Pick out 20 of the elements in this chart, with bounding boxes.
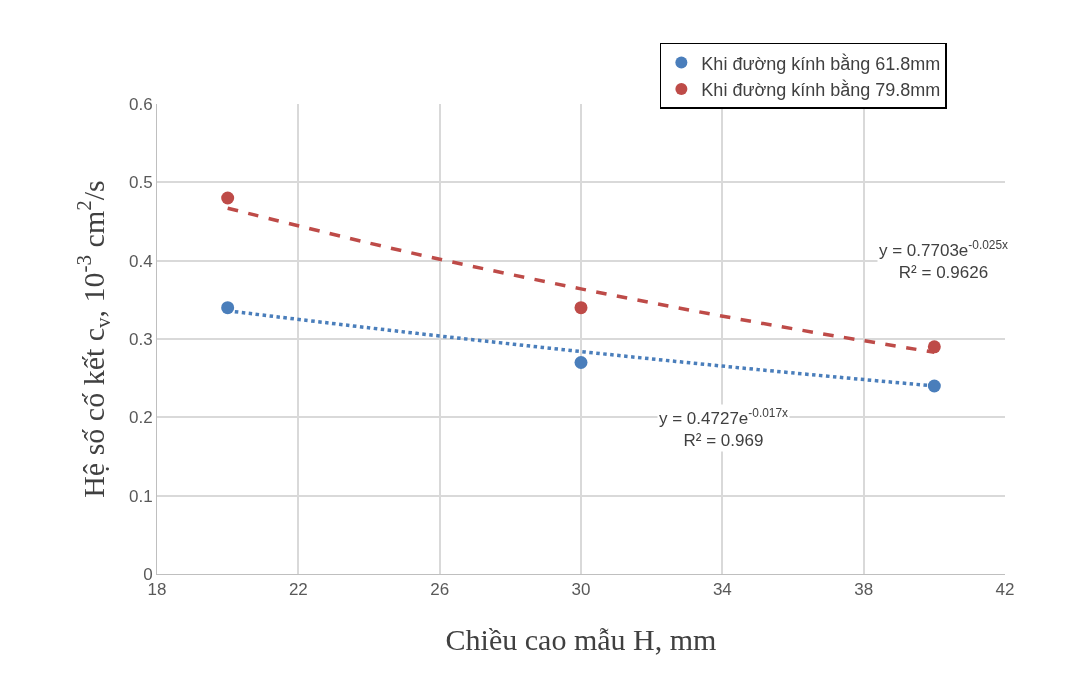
- x-tick-label: 38: [854, 580, 874, 600]
- annotation: y = 0.7703e$^{-0.025x}$ R² = 0.9626: [879, 238, 1009, 283]
- y-tick-label: 0.4: [128, 251, 153, 271]
- x-tick-label: 34: [712, 580, 732, 600]
- x-tick-label: 30: [571, 580, 591, 600]
- x-tick-label: 26: [430, 580, 450, 600]
- y-tick-label: 0.1: [128, 486, 153, 506]
- x-tick-label: 22: [288, 580, 308, 600]
- y-tick-label: 0.6: [128, 94, 153, 114]
- legend-label: Khi đường kính bằng 61.8mm: [701, 52, 941, 74]
- y-tick-label: 0.3: [128, 329, 153, 349]
- legend-label: Khi đường kính bằng 79.8mm: [701, 79, 941, 101]
- y-tick-label: 0.2: [128, 408, 153, 428]
- x-axis-title: Chiều cao mẫu H, mm: [445, 622, 717, 656]
- point: [221, 191, 235, 205]
- x-tick-label: 42: [995, 580, 1015, 600]
- point: [574, 356, 588, 369]
- annotation: y = 0.4727e$^{-0.017x}$ R² = 0.969: [659, 406, 789, 451]
- point: [574, 301, 588, 315]
- y-tick-label: 0.5: [128, 173, 153, 193]
